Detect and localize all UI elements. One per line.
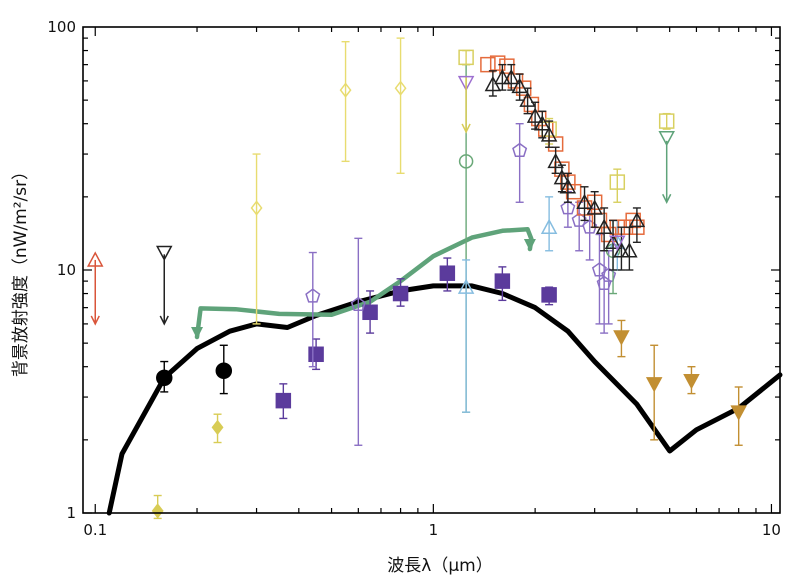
- data-point: [540, 218, 558, 234]
- data-point: [308, 346, 324, 363]
- data-point: [586, 199, 603, 215]
- data-point: [156, 245, 173, 262]
- model-curve: [106, 283, 783, 516]
- data-point: [591, 262, 607, 277]
- upper-limit-arrowhead: [90, 315, 100, 326]
- data-point: [489, 55, 506, 71]
- data-point: [601, 267, 617, 282]
- data-point: [540, 126, 558, 142]
- data-point: [305, 288, 321, 303]
- data-point: [211, 419, 224, 436]
- data-point: [547, 152, 564, 169]
- data-point: [457, 75, 475, 92]
- upper-limit-arrowhead: [461, 123, 471, 134]
- data-point: [526, 107, 544, 123]
- green-arrowhead: [191, 327, 204, 340]
- y-axis-title: 背景放射強度（nW/m²/sr）: [11, 163, 31, 377]
- data-point: [613, 330, 630, 346]
- chart-marks: [86, 37, 783, 520]
- data-point: [499, 58, 515, 74]
- data-point: [503, 68, 520, 85]
- data-point: [250, 200, 263, 216]
- data-point: [457, 278, 475, 294]
- data-point: [609, 174, 626, 190]
- green-arrowhead: [523, 239, 536, 252]
- data-point: [458, 49, 474, 66]
- data-point: [494, 68, 511, 85]
- data-point: [559, 178, 577, 194]
- data-point: [628, 211, 646, 228]
- y-tick-label: 100: [47, 18, 76, 36]
- axes: 0.1 1 10 1 10 100: [47, 18, 781, 539]
- x-axis-title: 波長λ（μm）: [387, 556, 492, 576]
- data-point: [511, 77, 528, 94]
- data-point: [519, 91, 536, 107]
- data-point: [151, 503, 164, 519]
- data-point: [576, 193, 593, 210]
- x-tick-label: 10: [762, 521, 781, 539]
- data-point: [645, 377, 663, 393]
- data-point: [480, 56, 496, 73]
- data-point: [683, 374, 700, 390]
- plot-frame: [82, 26, 781, 514]
- data-point: [730, 405, 747, 421]
- y-tick-label: 10: [57, 261, 76, 279]
- data-point: [156, 369, 173, 387]
- upper-limit-arrowhead: [159, 315, 169, 326]
- data-point: [215, 362, 233, 379]
- data-point: [458, 154, 474, 169]
- data-point: [541, 287, 557, 303]
- data-point: [658, 113, 675, 129]
- data-point: [658, 131, 675, 147]
- upper-limit-arrowhead: [662, 193, 672, 204]
- data-point: [621, 242, 638, 258]
- data-point: [595, 218, 613, 234]
- y-tick-label: 1: [66, 504, 76, 522]
- data-point: [613, 242, 630, 258]
- x-tick-label: 1: [429, 521, 439, 539]
- data-point: [553, 169, 571, 185]
- data-point: [394, 80, 407, 96]
- data-point: [86, 251, 104, 267]
- data-point: [275, 392, 292, 409]
- data-point: [604, 233, 622, 250]
- x-tick-label: 0.1: [83, 521, 107, 539]
- data-point: [534, 115, 551, 131]
- data-point: [392, 285, 409, 302]
- data-point: [494, 273, 511, 289]
- data-point: [512, 142, 528, 158]
- data-point: [560, 200, 576, 215]
- data-point: [565, 183, 582, 200]
- data-point: [339, 82, 352, 98]
- data-point: [439, 265, 456, 281]
- data-point: [609, 235, 626, 251]
- green-arrow-curve: [194, 227, 534, 340]
- data-point: [350, 296, 366, 312]
- data-point: [362, 304, 378, 321]
